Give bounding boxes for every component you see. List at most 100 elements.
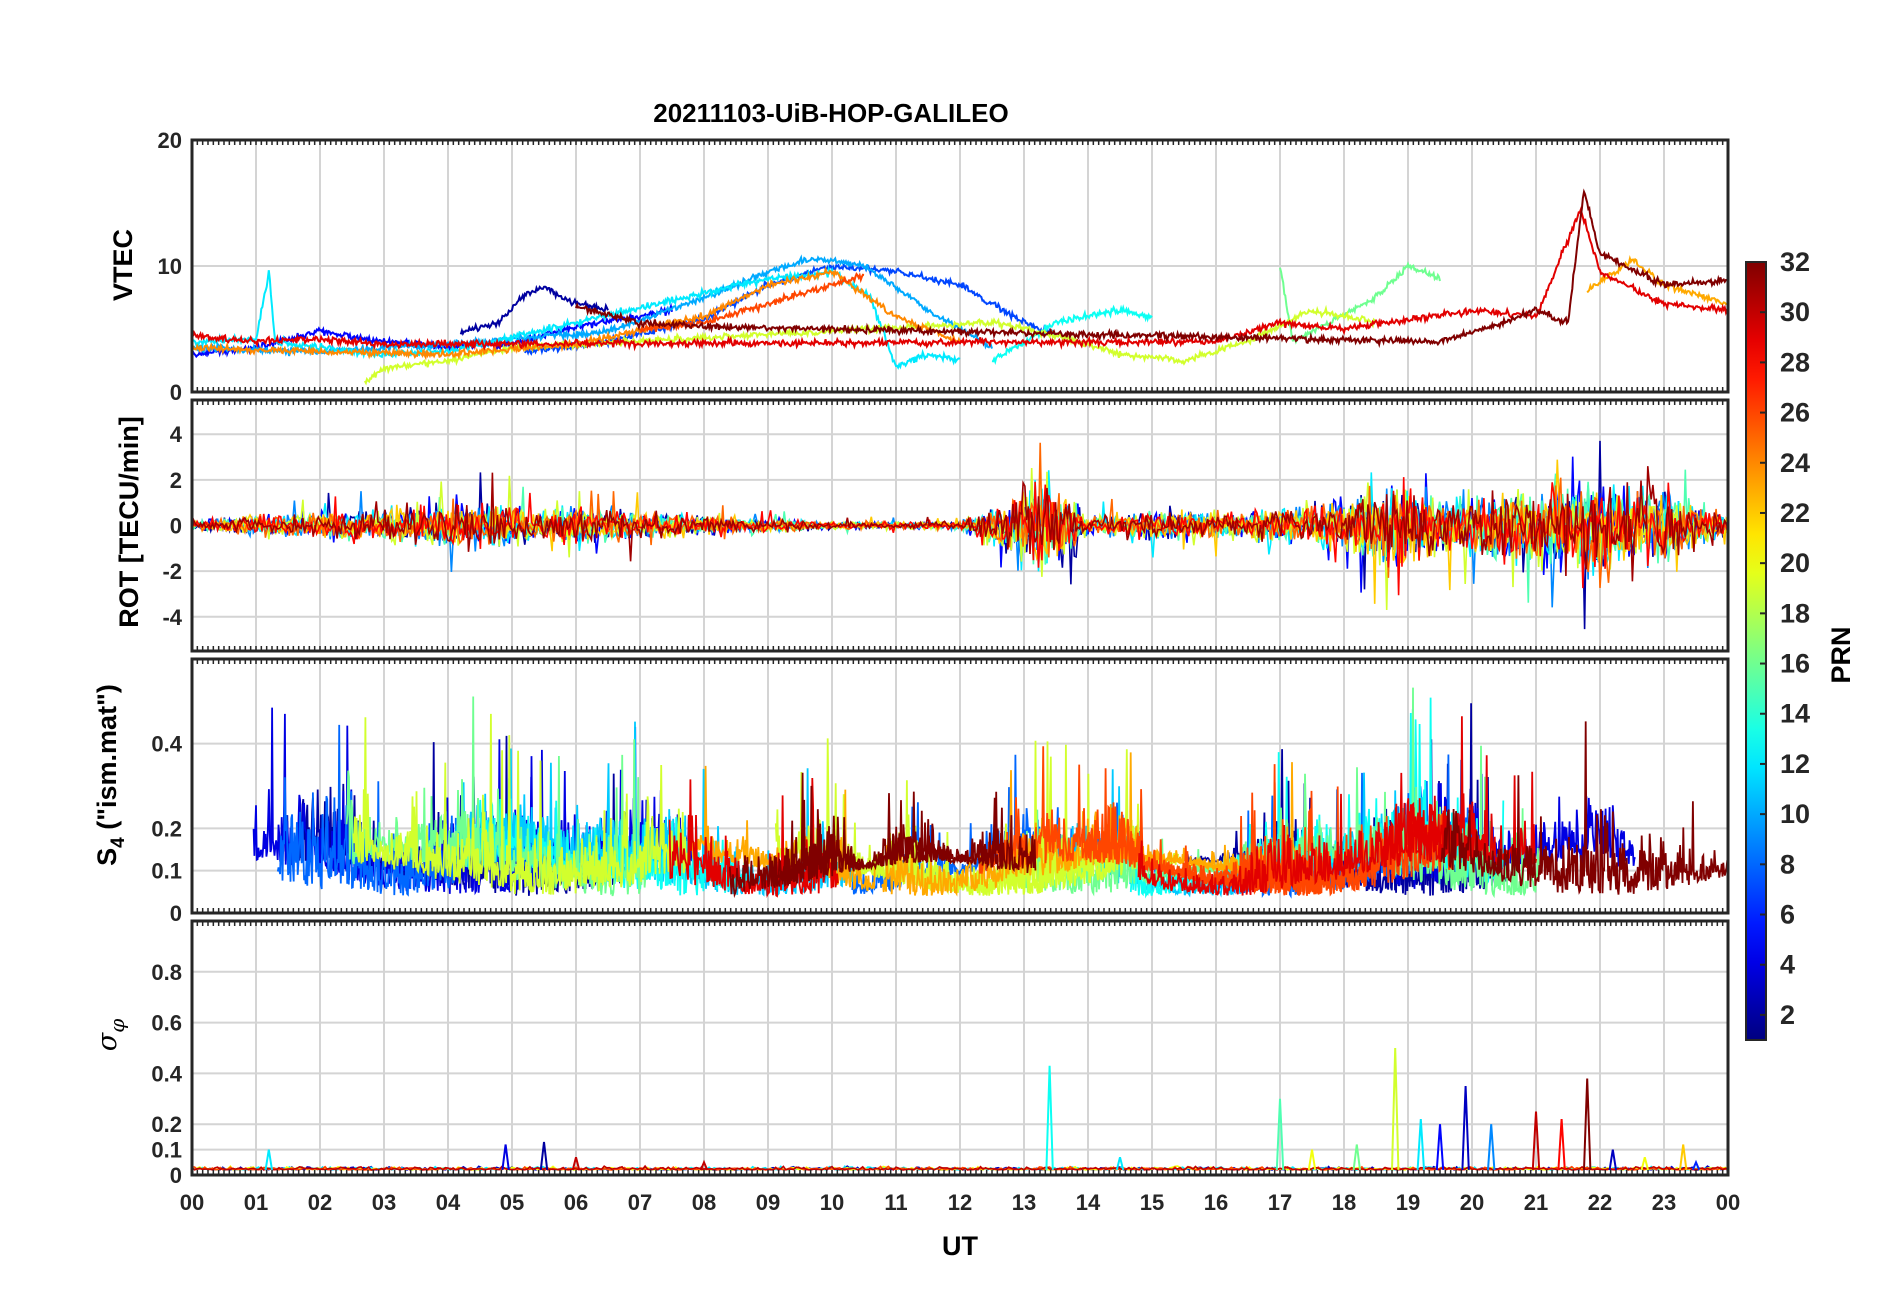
x-tick-label: 11 (884, 1190, 907, 1215)
colorbar-tick-label: 2 (1780, 1000, 1795, 1030)
y-tick-label: 0.1 (151, 859, 182, 884)
x-tick-label: 05 (500, 1190, 524, 1215)
s4-ylabel-suffix: ("ism.mat") (92, 684, 122, 837)
colorbar-tick-label: 28 (1780, 347, 1810, 377)
sigma-spike-prn-30 (1531, 1111, 1541, 1170)
colorbar-tick-label: 8 (1780, 849, 1795, 879)
colorbar-ramp (1745, 261, 1767, 1041)
y-tick-label: 0.8 (151, 960, 182, 985)
sigma-spike-prn-30 (571, 1156, 581, 1171)
sigma-spike-prn-32 (1583, 1078, 1592, 1170)
colorbar-tick-label: 12 (1780, 749, 1810, 779)
y-tick-label: 0 (170, 1163, 182, 1188)
x-tick-label: 20 (1460, 1190, 1484, 1215)
minor-ticks (191, 400, 1729, 651)
vtec-ylabel: VTEC (108, 229, 138, 301)
x-tick-label: 15 (1140, 1190, 1164, 1215)
rot-panel: ROT [TECU/min] -4 -2 0 2 4 (114, 398, 1730, 653)
x-tick-label: 00 (180, 1190, 204, 1215)
x-tick-label: 00 (1716, 1190, 1740, 1215)
x-tick-label: 12 (948, 1190, 972, 1215)
sigma-phi-ylabel-main: σ (92, 1031, 123, 1051)
x-tick-label: 06 (564, 1190, 588, 1215)
colorbar-tick-label: 22 (1780, 498, 1810, 528)
x-tick-label: 03 (372, 1190, 396, 1215)
data-lines (192, 440, 1728, 630)
sigma-spike-prn-13 (1045, 1065, 1054, 1170)
colorbar-tick-label: 10 (1780, 799, 1810, 829)
y-tick-label: -4 (162, 605, 182, 630)
vtec-series-prn-32 (575, 188, 1728, 349)
y-tick-label: 4 (170, 422, 183, 447)
x-tick-label: 13 (1012, 1190, 1036, 1215)
y-tick-label: 0.1 (151, 1138, 182, 1163)
y-tick-label: 10 (158, 254, 182, 279)
vtec-series-prn-23 (1586, 254, 1728, 306)
sigma-spike-prn-30 (699, 1159, 709, 1171)
y-tick-label: 0.4 (151, 1061, 182, 1086)
x-tick-labels: 00 01 02 03 04 05 06 07 08 09 10 11 12 13 14 15 16 17 18 19… (180, 1190, 1740, 1215)
y-tick-label: 0 (170, 901, 182, 926)
sigma-spike-prn-20 (1307, 1149, 1317, 1171)
colorbar-tick-label: 18 (1780, 598, 1810, 628)
data-lines (252, 687, 1728, 899)
sigma-phi-panel: σφ 00.10.2 0.4 0.6 0.8 (92, 919, 1730, 1188)
colorbar-tick-label: 16 (1780, 649, 1810, 679)
colorbar-tick-label: 24 (1780, 448, 1810, 478)
data-lines (192, 188, 1728, 386)
y-tick-label: 2 (170, 468, 182, 493)
vtec-series-prn-29 (192, 206, 1728, 352)
x-tick-label: 09 (756, 1190, 780, 1215)
s4-ylabel-main: S (92, 848, 122, 866)
y-tick-label: 0 (170, 514, 182, 539)
x-tick-label: 10 (820, 1190, 844, 1215)
s4-series-prn-29 (1137, 716, 1489, 896)
sigma-spike-prn-6 (1691, 1159, 1701, 1171)
sigma-spike-prn-12 (264, 1149, 273, 1171)
s4-ylabel-subscript: 4 (108, 837, 129, 848)
vtec-series-prn-2 (459, 284, 609, 336)
x-tick-label: 02 (308, 1190, 332, 1215)
s4-series-prn-26 (978, 746, 1331, 896)
x-tick-label: 16 (1204, 1190, 1228, 1215)
vtec-panel: VTEC 0 10 20 (108, 128, 1730, 405)
colorbar-tick-label: 14 (1780, 699, 1810, 729)
y-tick-label: 20 (158, 128, 182, 153)
x-tick-label: 23 (1652, 1190, 1676, 1215)
x-tick-label: 01 (244, 1190, 268, 1215)
x-tick-label: 04 (436, 1190, 461, 1215)
sigma-spike-prn-12 (1416, 1119, 1425, 1170)
colorbar-tick-label: 26 (1780, 398, 1810, 428)
y-tick-label: 0.2 (151, 816, 182, 841)
sigma-spike-prn-3 (1461, 1086, 1470, 1170)
colorbar-tick-label: 30 (1780, 297, 1810, 327)
y-tick-label: 0.6 (151, 1011, 182, 1036)
y-tick-label: 0 (170, 380, 182, 405)
sigma-spike-prn-16 (1352, 1144, 1361, 1171)
sigma-baseline-prn-30 (192, 1164, 1728, 1171)
s4-panel: S4 ("ism.mat") 0 0.1 0.2 0.4 (92, 657, 1730, 926)
sigma-phi-ylabel: σφ (92, 1019, 129, 1051)
sigma-spike-prn-19 (1391, 1047, 1400, 1170)
sigma-spike-prn-5 (1435, 1124, 1445, 1170)
s4-series-prn-19 (352, 713, 690, 895)
y-tick-label: 0.2 (151, 1112, 182, 1137)
vtec-series-prn-13 (991, 304, 1153, 365)
x-tick-label: 18 (1332, 1190, 1356, 1215)
s4-series-prn-16 (345, 696, 649, 897)
rot-ylabel: ROT [TECU/min] (114, 416, 144, 627)
minor-ticks (191, 140, 1729, 392)
sigma-spike-prn-3 (1608, 1149, 1617, 1171)
vtec-series-prn-16 (1279, 261, 1441, 345)
x-tick-label: 19 (1396, 1190, 1420, 1215)
x-tick-label: 07 (628, 1190, 652, 1215)
s4-ylabel: S4 ("ism.mat") (92, 684, 129, 866)
minor-ticks (191, 921, 1729, 1175)
y-tick-label: -2 (162, 559, 182, 584)
s4-series-prn-32 (728, 785, 1037, 899)
rot-series-prn-31 (192, 466, 1728, 582)
colorbar-tick-label: 32 (1780, 247, 1810, 277)
x-tick-label: 22 (1588, 1190, 1612, 1215)
colorbar-tick-label: 4 (1780, 950, 1795, 980)
